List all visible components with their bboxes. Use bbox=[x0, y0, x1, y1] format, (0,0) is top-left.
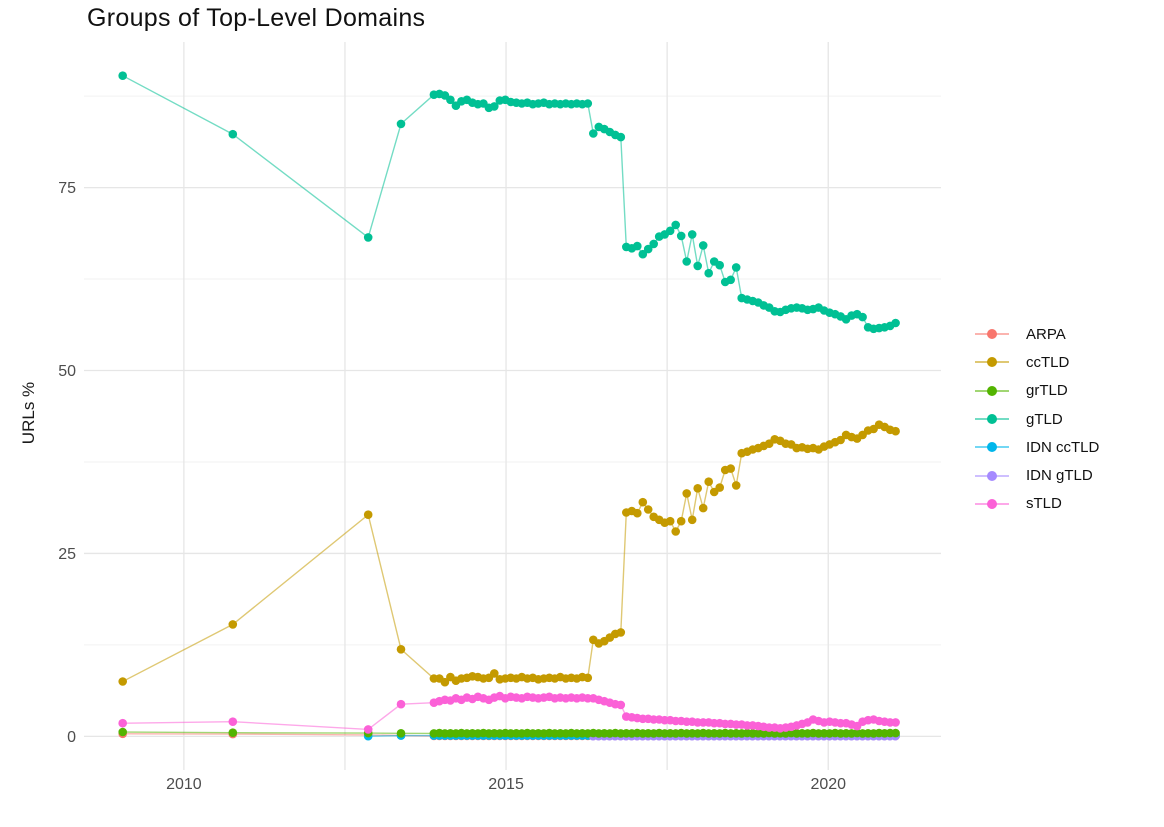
gridlines bbox=[84, 42, 941, 770]
data-point bbox=[687, 230, 697, 239]
data-point bbox=[118, 718, 127, 728]
data-point bbox=[363, 233, 373, 242]
legend-label: sTLD bbox=[1026, 495, 1062, 513]
data-point bbox=[726, 275, 735, 285]
data-point bbox=[671, 220, 680, 230]
data-point bbox=[836, 435, 845, 445]
legend-label: gTLD bbox=[1026, 410, 1063, 428]
data-point bbox=[118, 71, 127, 80]
y-tick-label: 25 bbox=[58, 546, 76, 563]
data-point bbox=[633, 241, 642, 251]
legend-item-arpa: ARPA bbox=[975, 320, 1099, 348]
x-tick-label: 2010 bbox=[166, 776, 202, 793]
data-point bbox=[228, 717, 238, 726]
data-point bbox=[228, 728, 238, 737]
data-point bbox=[665, 516, 675, 526]
legend-item-stld: sTLD bbox=[975, 490, 1099, 518]
legend-key-icon bbox=[975, 414, 1009, 425]
data-point bbox=[616, 628, 626, 637]
series-grtld bbox=[118, 727, 900, 738]
x-tick-label: 2015 bbox=[488, 776, 524, 793]
axis-tick-labels: 0 25 50 75 2010 2015 2020 bbox=[58, 180, 846, 793]
data-point bbox=[698, 241, 708, 250]
legend-label: grTLD bbox=[1026, 382, 1068, 400]
data-point bbox=[363, 510, 373, 519]
data-point bbox=[891, 718, 900, 727]
legend-item-grtld: grTLD bbox=[975, 377, 1099, 405]
legend-label: IDN ccTLD bbox=[1026, 438, 1100, 456]
legend: ARPA ccTLD grTLD gTLD IDN ccTLD IDN gTLD sTLD bbox=[975, 320, 1099, 518]
data-point bbox=[118, 677, 127, 686]
data-point bbox=[665, 226, 675, 236]
data-point bbox=[440, 677, 450, 687]
y-tick-label: 0 bbox=[67, 729, 76, 746]
data-point bbox=[490, 669, 499, 678]
legend-key-icon bbox=[975, 329, 1009, 340]
series-cctld bbox=[118, 420, 900, 687]
data-point bbox=[693, 261, 702, 271]
data-point bbox=[396, 699, 406, 709]
data-point bbox=[616, 132, 626, 142]
data-point bbox=[638, 497, 648, 507]
legend-item-cctld: ccTLD bbox=[975, 348, 1099, 376]
legend-key-icon bbox=[975, 357, 1009, 368]
data-point bbox=[858, 312, 867, 322]
data-point bbox=[118, 727, 127, 737]
series-line bbox=[122, 75, 896, 330]
data-point bbox=[891, 318, 900, 328]
legend-item-idn-cctld: IDN ccTLD bbox=[975, 433, 1099, 461]
data-point bbox=[396, 729, 406, 738]
data-point bbox=[616, 700, 626, 710]
data-point bbox=[490, 102, 499, 111]
data-point bbox=[704, 268, 713, 278]
data-point bbox=[891, 728, 900, 738]
data-point bbox=[396, 645, 406, 654]
legend-key-icon bbox=[975, 470, 1009, 481]
legend-label: ccTLD bbox=[1026, 353, 1070, 371]
data-point bbox=[228, 620, 238, 629]
legend-key-icon bbox=[975, 385, 1009, 396]
data-point bbox=[649, 239, 658, 249]
legend-label: ARPA bbox=[1026, 325, 1066, 343]
data-point bbox=[682, 489, 691, 498]
series-stld bbox=[118, 691, 900, 734]
y-tick-label: 75 bbox=[58, 180, 76, 197]
data-point bbox=[396, 119, 406, 129]
data-point bbox=[583, 673, 593, 683]
data-point bbox=[676, 231, 686, 241]
legend-item-gtld: gTLD bbox=[975, 405, 1099, 433]
data-point bbox=[704, 477, 713, 487]
y-tick-label: 50 bbox=[58, 363, 76, 380]
data-point bbox=[682, 257, 691, 266]
data-point bbox=[228, 129, 238, 139]
data-point bbox=[731, 263, 741, 272]
data-point bbox=[583, 99, 593, 108]
series-gtld bbox=[118, 71, 900, 334]
data-point bbox=[671, 527, 680, 536]
data-point bbox=[693, 484, 702, 493]
data-point bbox=[731, 481, 741, 490]
data-point bbox=[363, 725, 373, 734]
x-tick-label: 2020 bbox=[810, 776, 846, 793]
data-point bbox=[687, 515, 697, 525]
legend-key-icon bbox=[975, 442, 1009, 453]
data-point bbox=[715, 483, 724, 492]
data-point bbox=[589, 129, 598, 138]
data-point bbox=[676, 516, 686, 526]
data-point bbox=[638, 249, 648, 259]
data-point bbox=[726, 464, 735, 473]
data-point bbox=[633, 508, 642, 518]
data-point bbox=[643, 505, 653, 514]
data-point bbox=[698, 503, 708, 513]
legend-key-icon bbox=[975, 498, 1009, 509]
data-point bbox=[891, 426, 900, 436]
legend-label: IDN gTLD bbox=[1026, 467, 1093, 485]
legend-item-idn-gtld: IDN gTLD bbox=[975, 461, 1099, 489]
data-point bbox=[446, 95, 455, 105]
chart-title: Groups of Top-Level Domains bbox=[87, 4, 426, 32]
data-point bbox=[643, 244, 653, 254]
data-point bbox=[715, 260, 724, 270]
